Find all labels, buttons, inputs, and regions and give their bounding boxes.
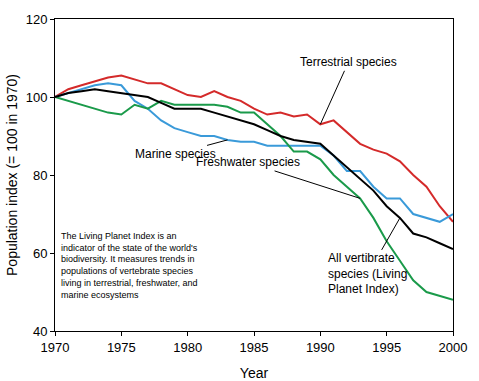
svg-text:Population index (= 100 in 197: Population index (= 100 in 1970): [4, 74, 20, 276]
svg-text:1995: 1995: [372, 340, 401, 355]
svg-text:Year: Year: [240, 365, 269, 381]
svg-text:Terrestrial species: Terrestrial species: [300, 55, 397, 69]
svg-text:80: 80: [33, 168, 47, 183]
svg-text:1975: 1975: [107, 340, 136, 355]
svg-text:1980: 1980: [173, 340, 202, 355]
svg-text:Freshwater species: Freshwater species: [196, 155, 300, 169]
svg-text:120: 120: [26, 12, 48, 27]
svg-text:40: 40: [33, 324, 47, 339]
svg-text:Marine species: Marine species: [135, 147, 216, 161]
svg-text:2000: 2000: [439, 340, 468, 355]
svg-text:The Living Planet Index is ani: The Living Planet Index is anindicator o…: [61, 231, 198, 300]
svg-text:All vertibratespecies (LivingP: All vertibratespecies (LivingPlanet Inde…: [328, 251, 407, 296]
svg-text:1970: 1970: [41, 340, 70, 355]
svg-text:1990: 1990: [306, 340, 335, 355]
svg-text:100: 100: [26, 90, 48, 105]
svg-text:60: 60: [33, 246, 47, 261]
svg-text:1985: 1985: [240, 340, 269, 355]
